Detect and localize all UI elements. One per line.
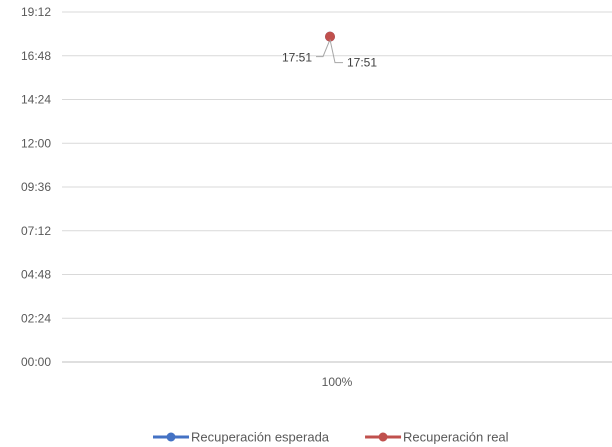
data-label-group: 17:51: [329, 39, 377, 70]
x-axis-tick-label: 100%: [322, 375, 353, 389]
y-tick-label: 02:24: [21, 311, 51, 325]
y-tick-label: 07:12: [21, 224, 51, 238]
data-label-group: 17:51: [282, 39, 331, 65]
legend-label: Recuperación esperada: [191, 430, 330, 445]
leader-line: [329, 39, 343, 64]
series-group: 17:51 17:51: [282, 31, 377, 70]
leader-line: [316, 39, 331, 58]
y-axis-tick-labels: 00:00 02:24 04:48 07:12 09:36 12:00 14:24 16:48…: [21, 5, 51, 369]
data-label: 17:51: [347, 56, 377, 70]
legend-label: Recuperación real: [403, 430, 509, 445]
y-tick-label: 19:12: [21, 5, 51, 19]
gridlines: [62, 11, 612, 319]
y-tick-label: 16:48: [21, 49, 51, 63]
legend-item: Recuperación real: [365, 430, 509, 445]
legend-marker: [378, 432, 388, 442]
y-tick-label: 04:48: [21, 268, 51, 282]
legend-marker: [166, 432, 176, 442]
y-tick-label: 00:00: [21, 355, 51, 369]
data-label: 17:51: [282, 51, 312, 65]
y-tick-label: 09:36: [21, 180, 51, 194]
y-tick-label: 12:00: [21, 136, 51, 150]
legend: Recuperación esperada Recuperación real: [153, 430, 509, 445]
y-tick-label: 14:24: [21, 93, 51, 107]
legend-item: Recuperación esperada: [153, 430, 330, 445]
